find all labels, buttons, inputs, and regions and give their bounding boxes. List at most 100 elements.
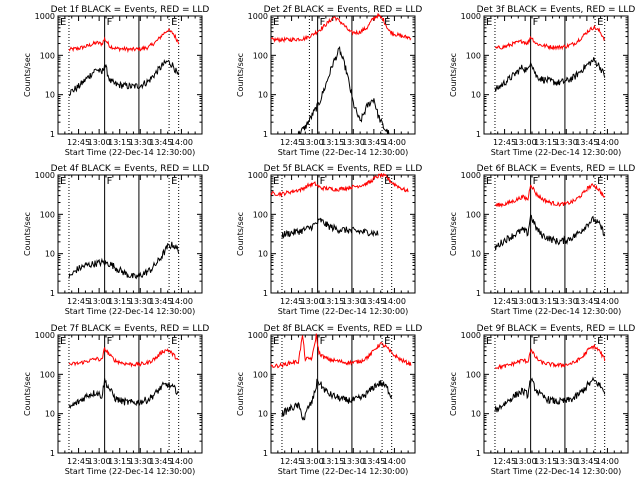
- x-tick-label: 13:15: [108, 297, 131, 306]
- marker-label: E: [597, 17, 603, 28]
- plot-frame: [483, 334, 629, 454]
- x-axis-label: Start Time (22-Dec-14 12:30:00): [65, 148, 196, 157]
- marker-label: E: [384, 17, 390, 28]
- x-axis-label: Start Time (22-Dec-14 12:30:00): [491, 148, 622, 157]
- chart-title: Det 6f BLACK = Events, RED = LLD: [477, 164, 636, 174]
- plot-frame: [483, 15, 629, 135]
- y-tick-label: 100: [466, 370, 481, 379]
- x-tick-label: 13:00: [301, 138, 324, 147]
- x-tick-label: 13:30: [342, 297, 365, 306]
- y-tick-label: 1: [263, 130, 268, 139]
- y-tick-label: 100: [40, 210, 55, 219]
- plot-frame: [483, 174, 629, 294]
- x-tick-label: 12:45: [280, 297, 303, 306]
- y-tick-label: 1: [263, 449, 268, 458]
- x-tick-label: 13:30: [555, 297, 578, 306]
- x-tick-label: 13:15: [321, 297, 344, 306]
- chart-title: Det 2f BLACK = Events, RED = LLD: [264, 5, 423, 15]
- marker-label: F: [320, 17, 326, 28]
- chart-panel-2: Det 2f BLACK = Events, RED = LLD 1 10 100 10…: [236, 5, 422, 157]
- marker-label: E: [273, 336, 279, 347]
- chart-panel-8: Det 8f BLACK = Events, RED = LLD 1 10 100 10…: [236, 324, 422, 476]
- y-axis-label: Counts/sec: [236, 212, 245, 256]
- x-tick-label: 12:45: [493, 297, 516, 306]
- x-axis-label: Start Time (22-Dec-14 12:30:00): [491, 307, 622, 316]
- events-series-line: [281, 378, 393, 421]
- marker-label: E: [171, 17, 177, 28]
- x-tick-label: 13:45: [575, 297, 598, 306]
- x-tick-label: 13:00: [514, 297, 537, 306]
- y-tick-label: 10: [45, 250, 55, 259]
- y-tick-label: 10: [258, 410, 268, 419]
- y-tick-label: 1: [476, 130, 481, 139]
- marker-label: F: [107, 176, 113, 187]
- y-tick-label: 1000: [248, 171, 268, 180]
- y-tick-label: 1000: [461, 12, 481, 21]
- y-tick-label: 10: [45, 91, 55, 100]
- x-tick-label: 13:30: [129, 138, 152, 147]
- marker-label: F: [320, 176, 326, 187]
- y-tick-label: 10: [471, 91, 481, 100]
- x-tick-label: 14:00: [383, 457, 406, 466]
- y-axis-label: Counts/sec: [23, 372, 32, 416]
- x-tick-label: 13:45: [575, 138, 598, 147]
- x-tick-label: 13:00: [514, 457, 537, 466]
- marker-label: F: [533, 336, 539, 347]
- x-tick-label: 12:45: [67, 457, 90, 466]
- y-tick-label: 100: [40, 51, 55, 60]
- x-tick-label: 13:45: [362, 297, 385, 306]
- chart-title: Det 8f BLACK = Events, RED = LLD: [264, 324, 423, 334]
- plot-frame: [270, 174, 416, 294]
- y-axis-label: Counts/sec: [236, 372, 245, 416]
- chart-panel-9: Det 9f BLACK = Events, RED = LLD 1 10 100 10…: [449, 324, 635, 476]
- x-tick-label: 13:15: [321, 457, 344, 466]
- chart-title: Det 7f BLACK = Events, RED = LLD: [51, 324, 210, 334]
- marker-label: F: [533, 176, 539, 187]
- x-tick-label: 13:45: [149, 138, 172, 147]
- x-tick-label: 13:00: [88, 297, 111, 306]
- marker-label: F: [533, 17, 539, 28]
- x-tick-label: 12:45: [493, 457, 516, 466]
- y-tick-label: 10: [258, 250, 268, 259]
- y-tick-label: 1: [476, 449, 481, 458]
- chart-panel-4: Det 4f BLACK = Events, RED = LLD 1 10 100 10…: [23, 164, 209, 316]
- y-tick-label: 1: [476, 289, 481, 298]
- plot-frame: [57, 174, 203, 294]
- y-tick-label: 1: [50, 289, 55, 298]
- x-tick-label: 13:00: [301, 297, 324, 306]
- y-tick-label: 1000: [35, 171, 55, 180]
- x-tick-label: 13:30: [555, 457, 578, 466]
- marker-label: E: [273, 176, 279, 187]
- x-tick-label: 13:45: [362, 457, 385, 466]
- marker-label: E: [60, 336, 66, 347]
- x-tick-label: 13:15: [534, 138, 557, 147]
- x-tick-label: 14:00: [383, 297, 406, 306]
- x-tick-label: 13:00: [88, 457, 111, 466]
- marker-label: E: [597, 176, 603, 187]
- plot-frame: [270, 334, 416, 454]
- marker-label: E: [60, 176, 66, 187]
- x-tick-label: 13:30: [129, 457, 152, 466]
- x-axis-label: Start Time (22-Dec-14 12:30:00): [278, 467, 409, 476]
- y-tick-label: 1000: [461, 331, 481, 340]
- marker-label: E: [486, 17, 492, 28]
- lld-series-line: [270, 173, 409, 198]
- x-tick-label: 14:00: [596, 297, 619, 306]
- y-tick-label: 1000: [248, 331, 268, 340]
- marker-label: E: [171, 176, 177, 187]
- events-series-line: [68, 378, 180, 410]
- x-tick-label: 12:45: [67, 297, 90, 306]
- y-tick-label: 1000: [35, 12, 55, 21]
- lld-series-line: [68, 27, 180, 54]
- x-tick-label: 13:45: [575, 457, 598, 466]
- x-tick-label: 12:45: [493, 138, 516, 147]
- x-tick-label: 14:00: [596, 457, 619, 466]
- events-series-line: [297, 46, 390, 135]
- y-tick-label: 100: [466, 51, 481, 60]
- x-tick-label: 13:45: [149, 457, 172, 466]
- plot-frame: [57, 15, 203, 135]
- x-tick-label: 14:00: [383, 138, 406, 147]
- x-tick-label: 13:30: [342, 138, 365, 147]
- events-series-line: [68, 58, 180, 97]
